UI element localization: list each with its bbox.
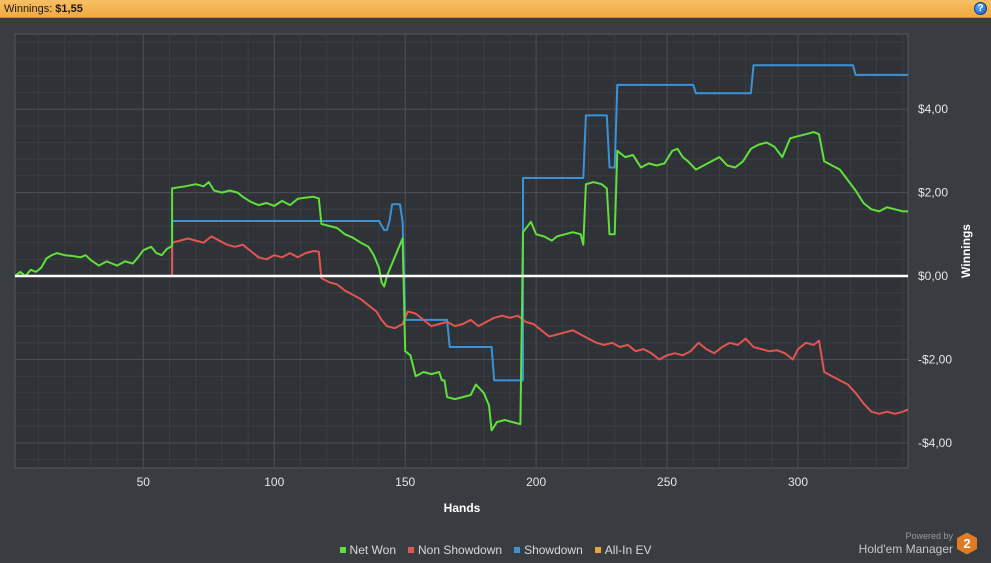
winnings-label: Winnings: [4, 2, 53, 15]
y-tick-label: $2,00 [918, 186, 948, 200]
y-tick-label: $0,00 [918, 269, 948, 283]
winnings-chart: 50 100 150 200 250 300 $4,00 $2,00 $0,00 -$2,00 -… [14, 33, 973, 515]
brand-watermark: Powered by Hold'em Manager 2 [859, 531, 977, 556]
legend-label: All-In EV [604, 543, 652, 557]
legend-swatch-icon [594, 547, 601, 553]
series-line-showdown [15, 64, 908, 382]
hm2-logo-icon: 2 [957, 532, 977, 555]
x-axis-ticks: 50 100 150 200 250 300 [137, 475, 809, 489]
legend-swatch-icon [408, 547, 414, 553]
plot-area [14, 33, 909, 469]
legend-swatch-icon [339, 547, 346, 553]
legend-item-all-in-ev[interactable]: All-In EV [594, 543, 652, 557]
series-layer [14, 64, 909, 432]
y-axis-label: Winnings [959, 224, 973, 278]
legend-swatch-icon [514, 547, 521, 553]
legend-item-showdown[interactable]: Showdown [514, 543, 583, 557]
y-tick-label: -$4,00 [918, 436, 952, 450]
legend-label: Non Showdown [418, 543, 503, 557]
legend-item-net-won[interactable]: Net Won [339, 543, 396, 557]
help-icon[interactable]: ? [974, 2, 987, 15]
x-tick-label: 200 [526, 475, 546, 489]
product-name: Hold'em Manager [858, 542, 953, 556]
legend-item-non-showdown[interactable]: Non Showdown [408, 543, 502, 557]
series-line-non-showdown [171, 235, 909, 415]
x-tick-label: 150 [395, 475, 415, 489]
winnings-header: Winnings: $1,55 ? [0, 0, 991, 18]
legend-label: Showdown [524, 543, 583, 557]
legend-label: Net Won [349, 543, 396, 557]
series-line-net-won [14, 131, 908, 432]
x-tick-label: 250 [657, 475, 677, 489]
x-axis-label: Hands [444, 501, 481, 515]
y-axis-ticks: $4,00 $2,00 $0,00 -$2,00 -$4,00 [918, 102, 952, 450]
y-tick-label: $4,00 [918, 102, 948, 116]
x-tick-label: 50 [137, 475, 151, 489]
y-tick-label: -$2,00 [918, 353, 952, 367]
x-tick-label: 300 [788, 475, 808, 489]
x-tick-label: 100 [264, 475, 284, 489]
winnings-value: $1,55 [55, 2, 83, 15]
chart-legend: Net Won Non Showdown Showdown All-In EV [0, 543, 991, 557]
powered-by-text: Powered by [905, 531, 953, 541]
